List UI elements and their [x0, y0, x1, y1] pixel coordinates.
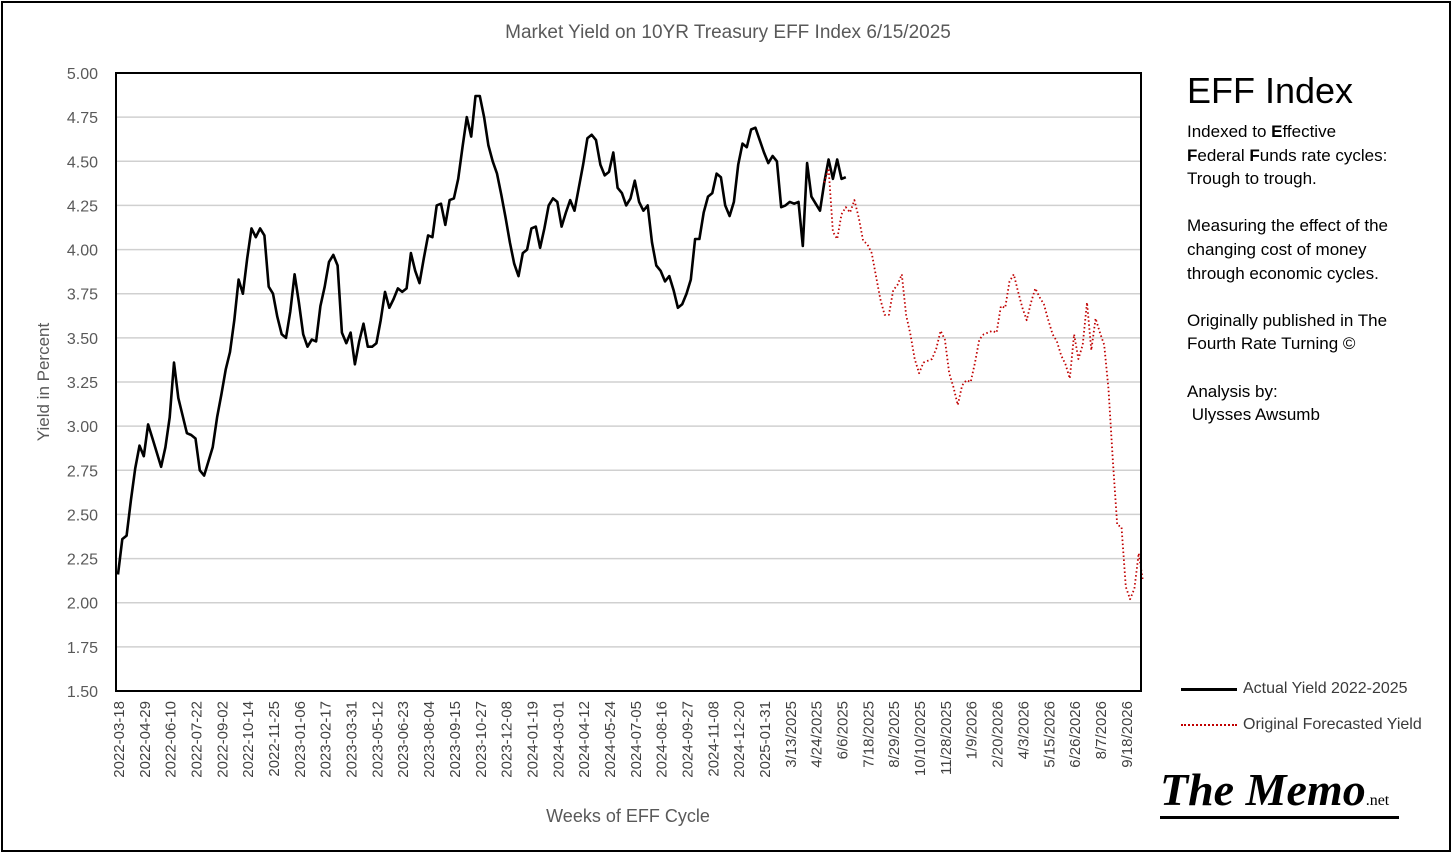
- x-tick-label: 2023-05-12: [369, 701, 386, 778]
- y-tick-label: 2.75: [67, 463, 98, 480]
- x-tick-label: 2023-09-15: [447, 701, 464, 778]
- series-line-forecast: [823, 167, 1144, 601]
- sidebar-paragraph-3: Originally published in The Fourth Rate …: [1187, 310, 1388, 354]
- x-tick-label: 3/13/2025: [783, 701, 800, 768]
- x-tick-label: 6/6/2025: [835, 701, 852, 759]
- y-tick-label: 3.50: [67, 331, 98, 348]
- plot-area-border: [115, 72, 1142, 692]
- sidebar-p1-l1-bold: E: [1271, 122, 1283, 141]
- sidebar-p1-l2-bold: F: [1187, 145, 1198, 165]
- y-tick-label: 3.25: [67, 375, 98, 392]
- x-tick-label: 2022-07-22: [189, 701, 206, 778]
- x-tick-label: 2024-11-08: [705, 701, 722, 777]
- y-tick-label: 5.00: [67, 66, 98, 83]
- y-tick-label: 4.00: [67, 243, 98, 260]
- x-tick-label: 10/10/2025: [912, 701, 929, 776]
- logo-text: The Memo: [1160, 764, 1366, 815]
- x-tick-label: 2024-03-01: [550, 701, 567, 778]
- x-tick-label: 2023-06-23: [395, 701, 412, 778]
- x-tick-label: 11/28/2025: [938, 701, 955, 775]
- y-tick-label: 1.50: [67, 684, 98, 701]
- x-tick-label: 2022-09-02: [214, 701, 231, 778]
- sidebar-p1-l3-post: unds rate: [1259, 145, 1331, 165]
- x-tick-label: 6/26/2026: [1067, 701, 1084, 768]
- x-tick-label: 2022-11-25: [266, 701, 283, 777]
- x-tick-label: 2025-01-31: [757, 701, 774, 778]
- sidebar-p1-rest: cycles: Trough to trough.: [1187, 145, 1388, 189]
- y-tick-label: 3.00: [67, 419, 98, 436]
- legend-item-actual: Actual Yield 2022-2025: [1181, 680, 1408, 698]
- legend-item-forecast: Original Forecasted Yield: [1181, 716, 1422, 734]
- y-tick-label: 3.75: [67, 287, 98, 304]
- sidebar-analysis-label: Analysis by:: [1187, 381, 1278, 401]
- x-tick-label: 2023-01-06: [292, 701, 309, 778]
- x-tick-label: 2022-06-10: [163, 701, 180, 778]
- x-tick-label: 2022-03-18: [111, 701, 128, 778]
- y-tick-label: 2.50: [67, 507, 98, 524]
- x-tick-label: 4/3/2026: [1015, 701, 1032, 759]
- legend-label-forecast: Original Forecasted Yield: [1243, 716, 1422, 733]
- legend-swatch-actual: [1181, 687, 1237, 691]
- y-tick-label: 4.75: [67, 110, 98, 127]
- sidebar-heading: EFF Index: [1187, 70, 1354, 111]
- series-line-actual: [116, 94, 847, 575]
- sidebar-p1-l1-pre: Indexed to: [1187, 122, 1272, 141]
- x-tick-label: 2023-03-31: [344, 701, 361, 778]
- series-layer: [116, 94, 1144, 601]
- the-memo-logo: The Memo.net: [1160, 764, 1400, 819]
- y-axis-label: Yield in Percent: [34, 323, 53, 442]
- x-tick-label: 2024-05-24: [602, 701, 619, 778]
- x-tick-label: 2024-09-27: [679, 701, 696, 778]
- legend-swatch-forecast: [1181, 724, 1237, 726]
- sidebar-paragraph-1: Indexed to Effective Federal Funds rate …: [1187, 120, 1397, 191]
- y-tick-label: 1.75: [67, 640, 98, 657]
- sidebar-paragraph-4: Analysis by: Ulysses Awsumb: [1187, 380, 1397, 427]
- x-tick-label: 2022-04-29: [137, 701, 154, 778]
- x-tick-label: 2024-04-12: [576, 701, 593, 778]
- sidebar-analyst-name: Ulysses Awsumb: [1191, 405, 1320, 425]
- x-tick-label: 2/20/2026: [990, 701, 1007, 768]
- x-tick-label: 8/29/2025: [886, 701, 903, 768]
- sidebar-paragraph-2: Measuring the effect of the changing cos…: [1187, 216, 1388, 283]
- sidebar-p1-l2-post: ederal: [1197, 145, 1250, 165]
- sidebar-p1-l1-post: ffective: [1282, 122, 1337, 141]
- chart-title: Market Yield on 10YR Treasury EFF Index …: [505, 22, 951, 43]
- x-tick-label: 4/24/2025: [809, 701, 826, 768]
- y-tick-label: 2.25: [67, 552, 98, 569]
- legend-label-actual: Actual Yield 2022-2025: [1243, 680, 1408, 697]
- x-tick-label: 2023-08-04: [421, 701, 438, 778]
- x-tick-label: 2024-01-19: [524, 701, 541, 778]
- x-tick-label: 9/18/2026: [1119, 701, 1136, 768]
- x-axis-label: Weeks of EFF Cycle: [546, 806, 710, 826]
- x-tick-label: 5/15/2026: [1041, 701, 1058, 768]
- x-tick-label: 2024-07-05: [628, 701, 645, 778]
- logo-suffix: .net: [1365, 792, 1390, 809]
- y-tick-label: 2.00: [67, 596, 98, 613]
- x-tick-label: 2024-12-20: [731, 701, 748, 778]
- x-tick-label: 1/9/2026: [964, 701, 981, 759]
- x-tick-label: 7/18/2025: [860, 701, 877, 768]
- sidebar-p1-l3-bold: F: [1249, 145, 1260, 165]
- x-tick-label: 2022-10-14: [240, 701, 257, 778]
- y-tick-label: 4.50: [67, 154, 98, 171]
- x-tick-label: 2023-02-17: [318, 701, 335, 778]
- x-tick-labels: 2022-03-18 2022-04-29 2022-06-10 2022-07-22…: [111, 701, 1136, 778]
- x-tick-label: 8/7/2026: [1093, 701, 1110, 759]
- sidebar-body: Indexed to Effective Federal Funds rate …: [1187, 120, 1397, 450]
- y-tick-label: 4.25: [67, 198, 98, 215]
- x-tick-label: 2023-12-08: [499, 701, 516, 778]
- x-tick-label: 2023-10-27: [473, 701, 490, 778]
- grid-lines: [116, 116, 1141, 648]
- x-tick-label: 2024-08-16: [654, 701, 671, 778]
- y-tick-labels: 5.00 4.75 4.50 4.25 4.00 3.75 3.50 3.25 3.00 2.75…: [67, 66, 98, 701]
